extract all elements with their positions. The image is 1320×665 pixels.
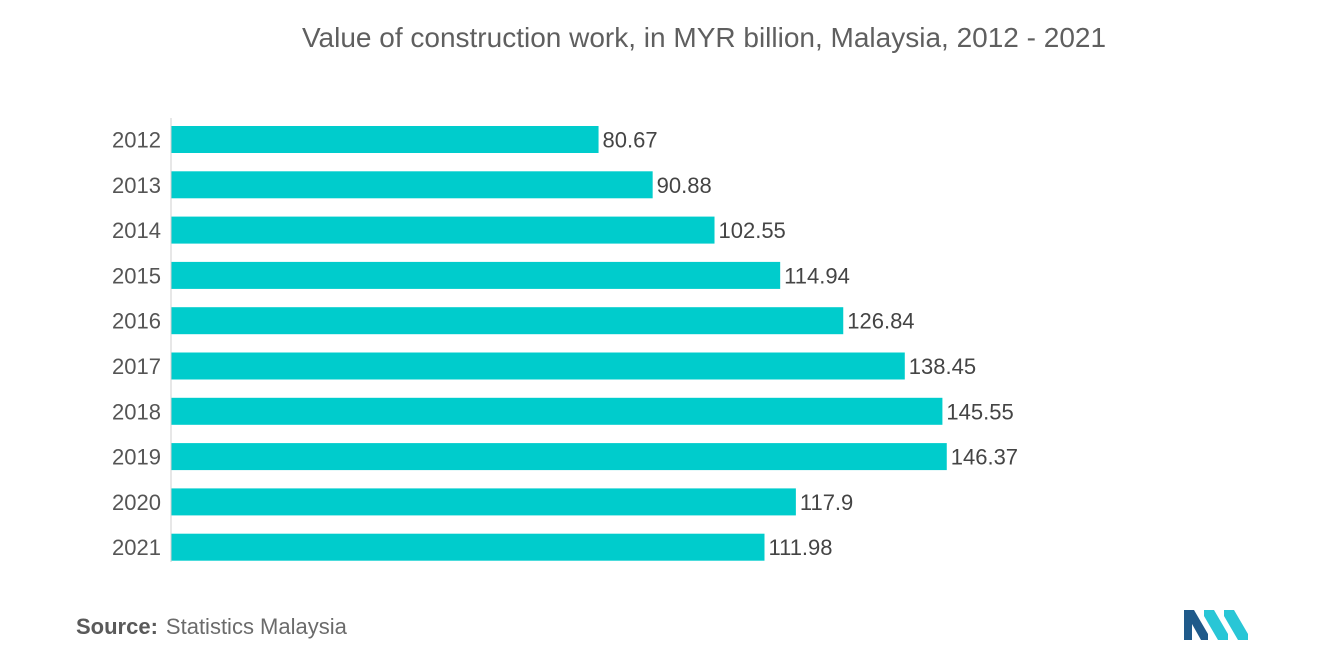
bar [171,216,715,244]
logo-shape-right [1224,610,1248,640]
category-label: 2014 [112,218,161,243]
bar [171,488,796,516]
bar [171,397,943,425]
data-label: 111.98 [768,535,832,560]
logo-shape-middle [1204,610,1228,640]
bar [171,443,947,471]
bar [171,307,844,335]
category-label: 2012 [112,128,161,153]
category-label: 2016 [112,309,161,334]
category-label: 2021 [112,535,161,560]
chart-title: Value of construction work, in MYR billi… [301,22,1107,53]
source-label: Source: [76,614,158,639]
bars-layer: 2012 80.67 2013 90.88 2014 102.55 2015 114.94 20… [112,126,1018,561]
category-label: 2017 [112,354,161,379]
mordor-intelligence-logo-icon [1184,610,1248,640]
category-label: 2020 [112,490,161,515]
data-label: 146.37 [951,445,1018,470]
category-label: 2015 [112,263,161,288]
data-label: 114.94 [784,263,850,288]
bar [171,261,781,289]
data-label: 138.45 [909,354,976,379]
bar [171,352,905,380]
data-label: 80.67 [603,128,658,153]
category-label: 2018 [112,399,161,424]
category-label: 2013 [112,173,161,198]
bar [171,533,765,561]
data-label: 145.55 [946,399,1013,424]
source-text: Statistics Malaysia [165,614,347,639]
data-label: 117.9 [800,490,853,515]
data-label: 90.88 [657,173,712,198]
bar [171,126,599,153]
bar-chart: 2012 80.67 2013 90.88 2014 102.55 2015 114.94 20… [112,118,1018,562]
logo-shape-left [1184,610,1208,640]
source-note: Source: Statistics Malaysia [76,614,347,640]
bar [171,171,653,199]
data-label: 126.84 [847,309,914,334]
category-label: 2019 [112,445,161,470]
data-label: 102.55 [719,218,786,243]
